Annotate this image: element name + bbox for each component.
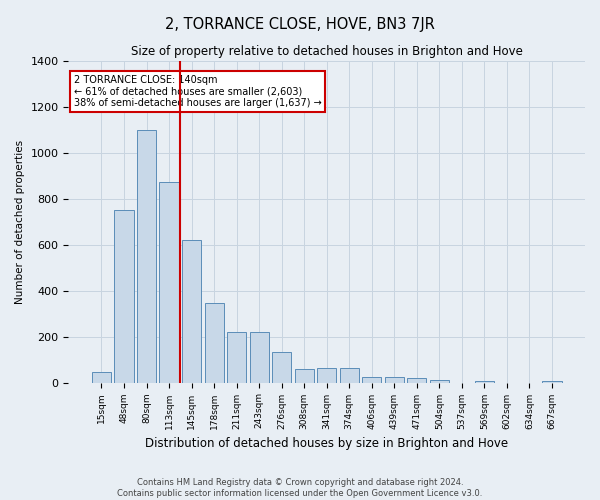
Bar [160, 182, 179, 382]
Bar [295, 369, 314, 382]
Text: 2 TORRANCE CLOSE: 140sqm
← 61% of detached houses are smaller (2,603)
38% of sem: 2 TORRANCE CLOSE: 140sqm ← 61% of detach… [74, 75, 322, 108]
Bar [340, 368, 359, 382]
Bar [250, 332, 269, 382]
Y-axis label: Number of detached properties: Number of detached properties [15, 140, 25, 304]
Bar [385, 377, 404, 382]
Bar [317, 368, 336, 382]
Bar [407, 378, 427, 382]
Bar [362, 377, 382, 382]
Bar [430, 380, 449, 382]
X-axis label: Distribution of detached houses by size in Brighton and Hove: Distribution of detached houses by size … [145, 437, 508, 450]
Text: 2, TORRANCE CLOSE, HOVE, BN3 7JR: 2, TORRANCE CLOSE, HOVE, BN3 7JR [165, 18, 435, 32]
Title: Size of property relative to detached houses in Brighton and Hove: Size of property relative to detached ho… [131, 45, 523, 58]
Bar [182, 240, 201, 382]
Bar [92, 372, 111, 382]
Bar [227, 332, 246, 382]
Bar [137, 130, 156, 382]
Bar [205, 303, 224, 382]
Text: Contains HM Land Registry data © Crown copyright and database right 2024.
Contai: Contains HM Land Registry data © Crown c… [118, 478, 482, 498]
Bar [542, 380, 562, 382]
Bar [475, 380, 494, 382]
Bar [272, 352, 291, 382]
Bar [115, 210, 134, 382]
